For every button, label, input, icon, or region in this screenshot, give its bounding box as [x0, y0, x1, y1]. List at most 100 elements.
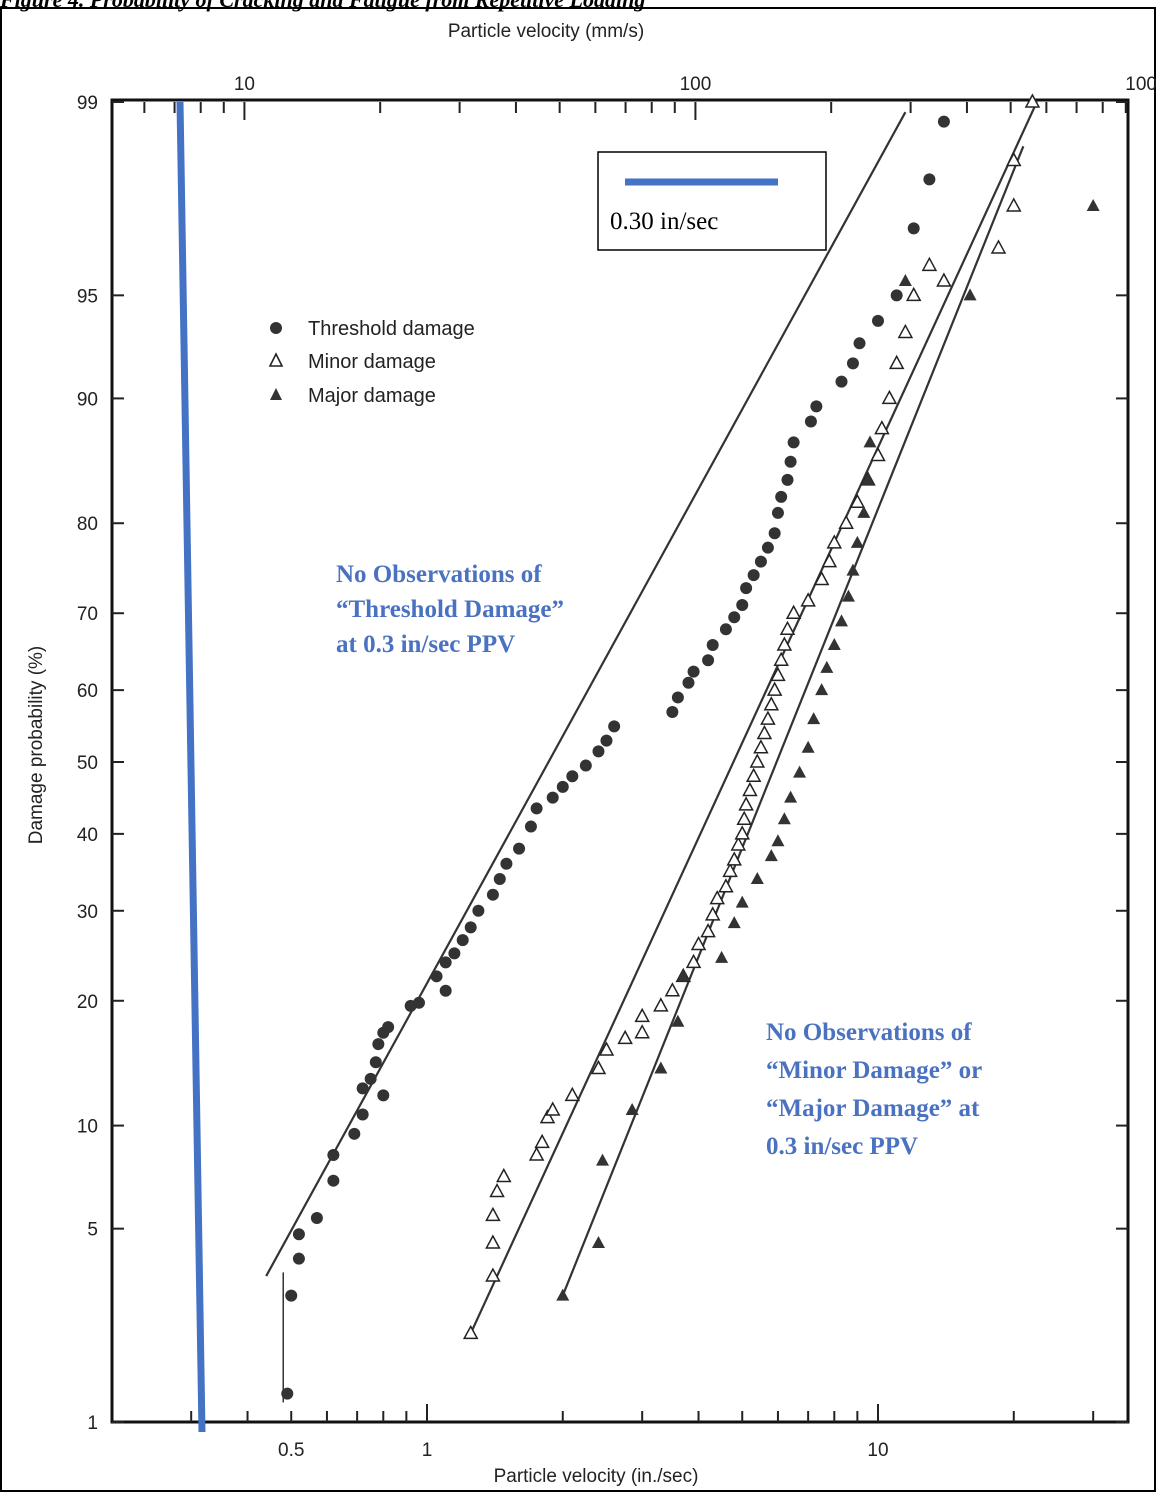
point-minor — [734, 825, 750, 840]
point-threshold — [382, 1021, 395, 1034]
point-threshold — [768, 527, 781, 540]
point-threshold — [356, 1108, 369, 1121]
point-threshold — [804, 415, 817, 428]
annotation-threshold-line-2: “Threshold Damage” — [336, 596, 564, 623]
point-major — [591, 1235, 605, 1248]
point-threshold — [890, 289, 903, 302]
point-minor — [634, 1024, 650, 1039]
annotation-threshold: No Observations of “Threshold Damage” at… — [336, 561, 570, 658]
point-threshold — [464, 921, 477, 934]
point-minor — [544, 1101, 561, 1116]
point-minor — [653, 997, 669, 1012]
legend: Threshold damage Minor damage Major dama… — [268, 318, 475, 407]
point-threshold — [781, 473, 794, 486]
point-threshold — [810, 400, 823, 413]
point-major — [671, 1014, 685, 1027]
point-minor — [745, 767, 762, 782]
point-threshold — [687, 665, 700, 678]
y-axis-title: Damage probability (%) — [26, 646, 47, 845]
point-major — [793, 765, 807, 778]
annotation-threshold-line-3: at 0.3 in/sec PPV — [336, 631, 515, 658]
point-major — [898, 274, 912, 287]
point-minor — [766, 681, 783, 696]
y-tick-label: 80 — [77, 514, 98, 535]
point-minor — [485, 1234, 501, 1249]
point-threshold — [372, 1038, 385, 1051]
point-major — [764, 849, 778, 862]
legend-label-threshold: Threshold damage — [308, 318, 475, 340]
point-minor — [813, 570, 830, 586]
point-threshold — [600, 734, 613, 747]
point-major — [715, 950, 729, 963]
point-major — [963, 288, 977, 301]
x-tick-label-top: 100 — [680, 74, 712, 95]
point-minor — [564, 1086, 581, 1102]
y-tick-label: 70 — [77, 604, 98, 625]
figure-frame — [0, 7, 1156, 1492]
point-minor — [776, 636, 793, 651]
point-minor — [496, 1167, 512, 1183]
point-major — [850, 535, 864, 548]
point-threshold — [846, 357, 859, 370]
point-threshold — [671, 691, 684, 704]
point-threshold — [835, 375, 848, 388]
point-minor — [849, 493, 866, 509]
y-tick-label: 30 — [77, 902, 98, 923]
point-minor — [539, 1109, 556, 1124]
point-minor — [722, 862, 738, 878]
y-tick-label: 95 — [77, 286, 98, 307]
point-minor — [756, 724, 773, 740]
legend-marker-major — [270, 388, 282, 400]
point-minor — [1024, 93, 1041, 108]
point-major — [625, 1102, 639, 1115]
point-minor — [598, 1041, 615, 1056]
point-threshold — [292, 1252, 305, 1265]
point-major — [735, 895, 749, 908]
point-minor — [528, 1146, 545, 1161]
point-threshold — [513, 842, 526, 855]
point-minor — [489, 1182, 505, 1198]
point-minor — [742, 781, 758, 797]
reference-line-0-30 — [176, 101, 206, 1433]
point-threshold — [747, 569, 760, 582]
point-major — [777, 812, 791, 825]
point-minor — [936, 272, 952, 287]
point-major — [1086, 198, 1100, 211]
point-minor — [1006, 197, 1022, 212]
y-tick-label: 5 — [87, 1220, 98, 1241]
point-threshold — [281, 1387, 294, 1400]
point-major — [771, 834, 785, 847]
point-threshold — [592, 745, 605, 758]
point-threshold — [448, 947, 461, 960]
point-threshold — [775, 490, 788, 503]
point-threshold — [853, 337, 866, 350]
point-minor — [534, 1133, 550, 1149]
point-threshold — [292, 1228, 305, 1241]
point-threshold — [430, 970, 443, 983]
y-tick-label: 40 — [77, 825, 98, 846]
point-minor — [838, 514, 854, 529]
legend-label-minor: Minor damage — [308, 351, 436, 373]
point-major — [841, 589, 855, 602]
point-major — [676, 969, 690, 982]
point-threshold — [556, 780, 569, 793]
point-minor — [749, 753, 766, 768]
data-points — [281, 93, 1100, 1400]
reference-key-box — [597, 151, 827, 251]
point-minor — [905, 286, 922, 302]
point-minor — [709, 890, 725, 905]
point-minor — [921, 256, 938, 272]
point-minor — [730, 836, 747, 851]
legend-label-major: Major damage — [308, 385, 436, 407]
point-threshold — [937, 115, 950, 128]
point-minor — [485, 1267, 501, 1282]
point-minor — [753, 739, 769, 754]
point-threshold — [348, 1127, 361, 1140]
point-threshold — [566, 770, 579, 783]
point-threshold — [439, 984, 452, 997]
y-tick-label: 60 — [77, 681, 98, 702]
point-threshold — [682, 676, 695, 689]
point-minor — [690, 935, 707, 951]
point-threshold — [666, 705, 679, 718]
point-threshold — [472, 904, 485, 917]
